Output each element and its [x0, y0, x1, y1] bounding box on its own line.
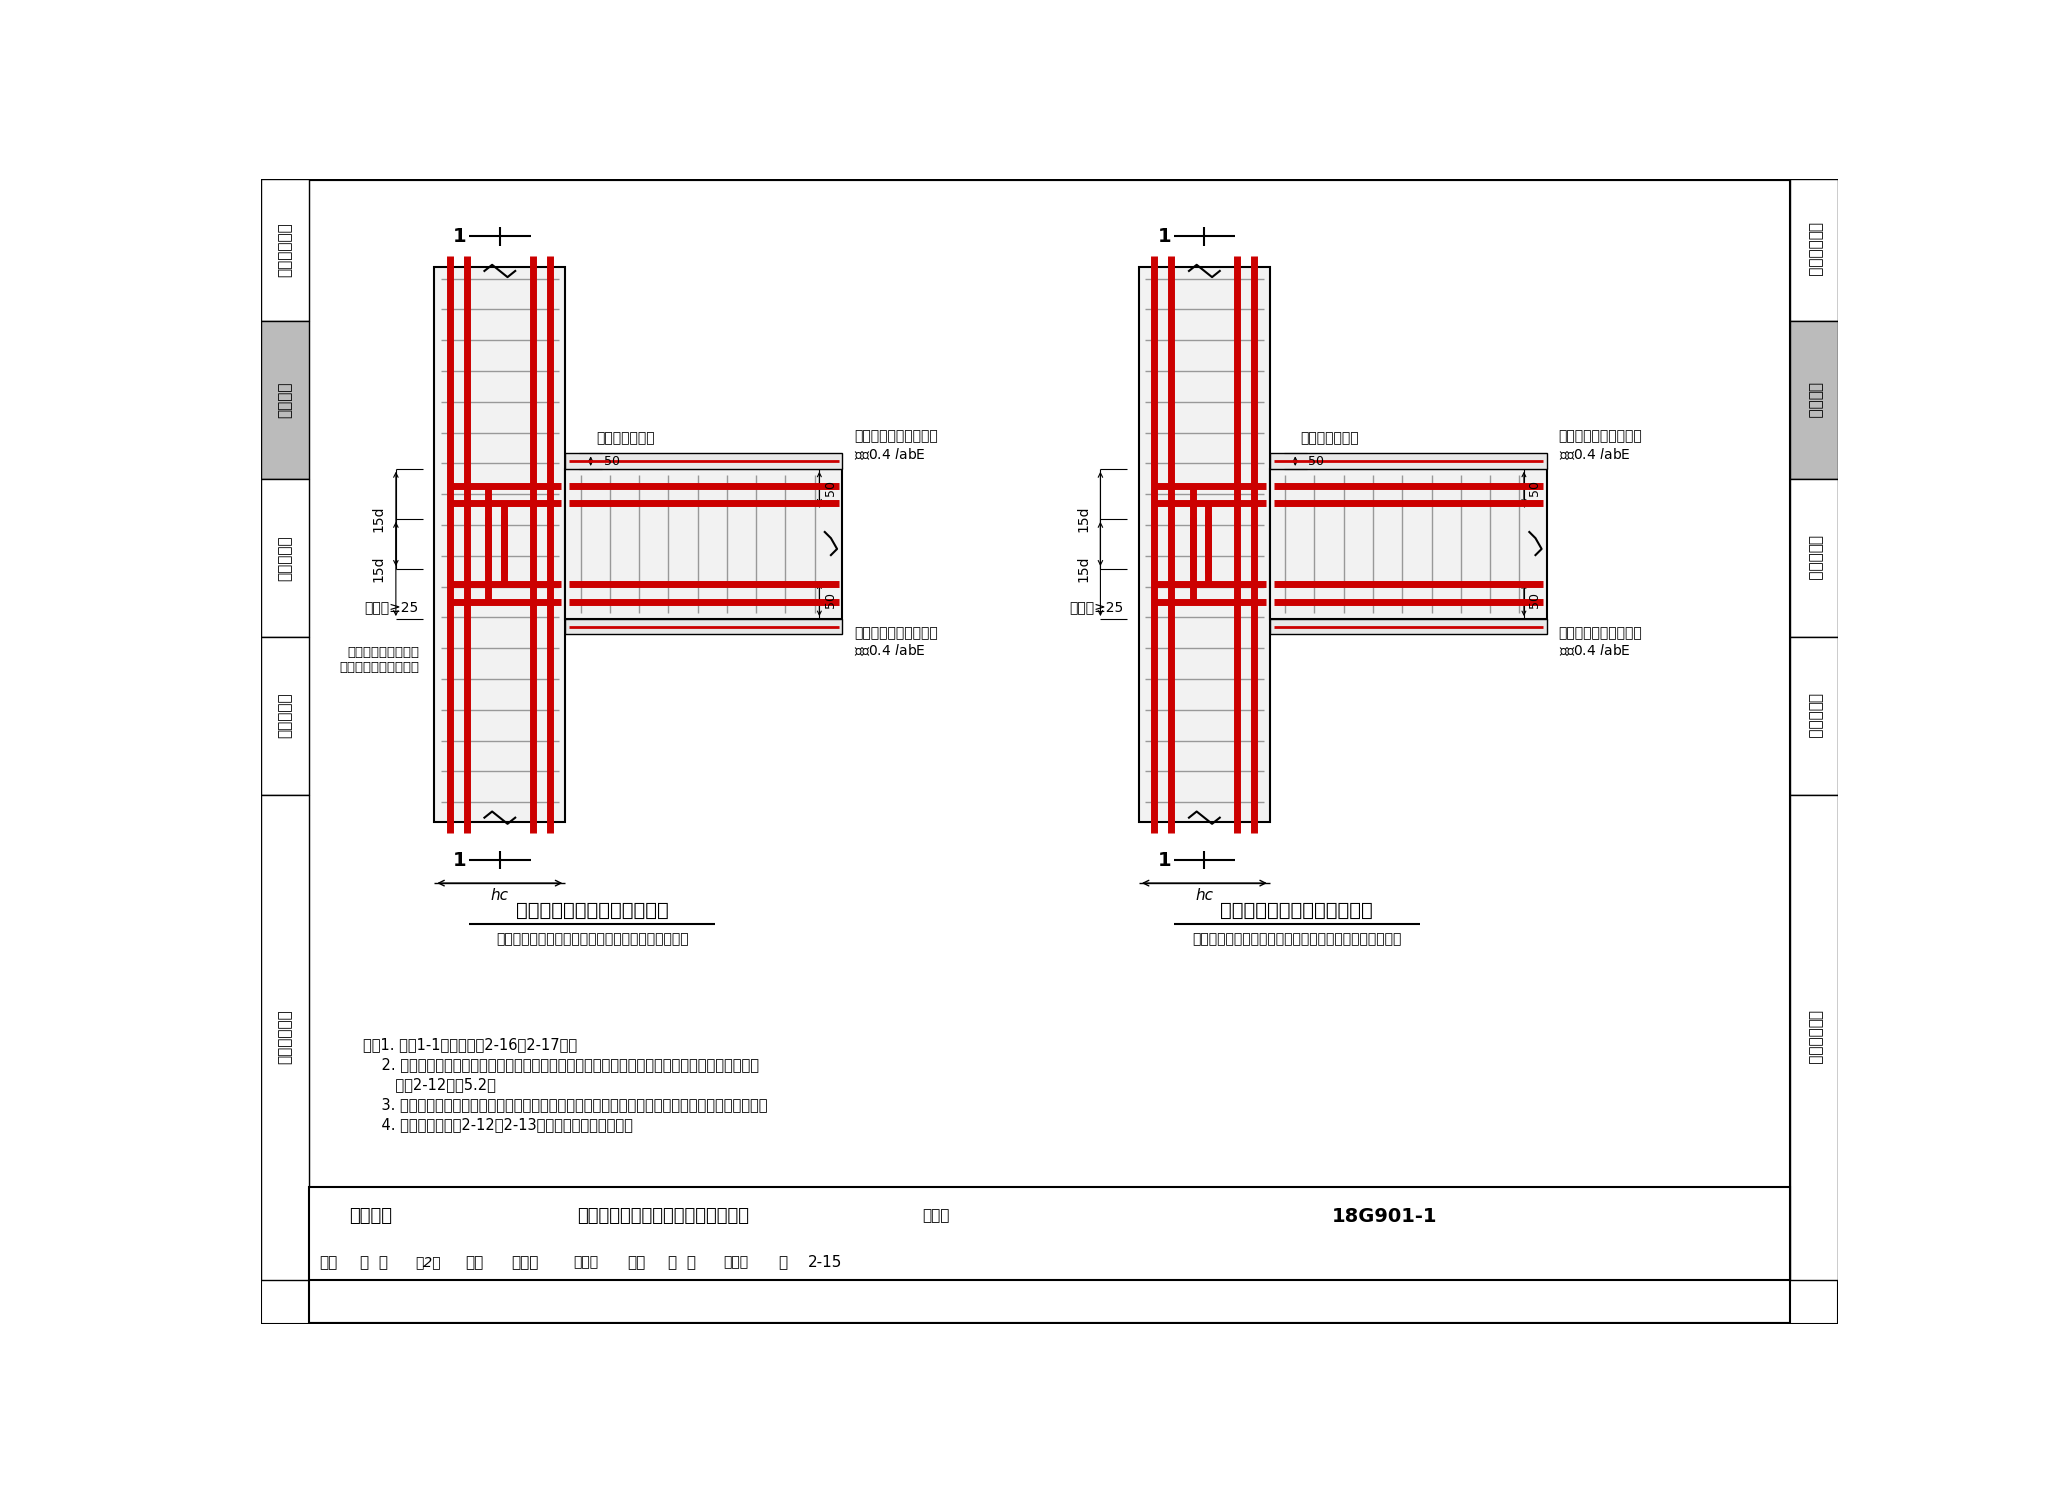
- Text: 集第2-12页注5.2。: 集第2-12页注5.2。: [362, 1077, 496, 1092]
- Text: 注：1. 剖面1-1见本图集第2-16、2-17页。: 注：1. 剖面1-1见本图集第2-16、2-17页。: [362, 1037, 578, 1052]
- Text: 姚  刚: 姚 刚: [668, 1254, 696, 1269]
- Text: 1: 1: [1157, 226, 1171, 246]
- Text: 页: 页: [778, 1254, 786, 1269]
- Text: 宫主淦: 宫主淦: [573, 1256, 598, 1269]
- Text: 50: 50: [1309, 455, 1325, 467]
- Text: 15d: 15d: [1077, 555, 1090, 582]
- Bar: [565, 619, 842, 634]
- Text: 普通板部分: 普通板部分: [1806, 693, 1823, 738]
- Text: 无梁楼盖部分: 无梁楼盖部分: [276, 1010, 293, 1064]
- Text: 上部保护层加厚: 上部保护层加厚: [1300, 432, 1360, 445]
- Text: 刘  簏: 刘 簏: [360, 1254, 389, 1269]
- Text: 一般构造要求: 一般构造要求: [276, 222, 293, 277]
- Text: 18G901-1: 18G901-1: [1331, 1207, 1438, 1226]
- Text: 净距宜≥25: 净距宜≥25: [365, 601, 420, 615]
- Bar: [1790, 179, 1839, 1324]
- Text: 框架部分: 框架部分: [1806, 382, 1823, 418]
- Text: hc: hc: [492, 888, 508, 903]
- Bar: [1790, 479, 1839, 637]
- Text: 伸至柱外侧纵筋内侧，
且＞0.4 $l$abE: 伸至柱外侧纵筋内侧， 且＞0.4 $l$abE: [854, 430, 938, 461]
- Bar: [1270, 469, 1546, 619]
- Text: 15d: 15d: [373, 506, 385, 533]
- Text: 无梁楼盖部分: 无梁楼盖部分: [1806, 1010, 1823, 1064]
- Text: 框架部分: 框架部分: [348, 1207, 391, 1225]
- Text: 普通板部分: 普通板部分: [276, 693, 293, 738]
- Bar: [1790, 637, 1839, 795]
- Text: 15d: 15d: [373, 555, 385, 582]
- Text: 1: 1: [453, 226, 467, 246]
- Text: 剪力墙部分: 剪力墙部分: [1806, 536, 1823, 580]
- Text: 50: 50: [1528, 592, 1542, 607]
- Text: 框架中间层端节点构造（三）: 框架中间层端节点构造（三）: [516, 900, 668, 920]
- Bar: [262, 179, 309, 1324]
- Bar: [1270, 619, 1546, 634]
- Text: 一般构造要求: 一般构造要求: [1806, 222, 1823, 277]
- Text: 【梁纵筋在支座处弯锚（弯折段重叠，内外排不贴筋）】: 【梁纵筋在支座处弯锚（弯折段重叠，内外排不贴筋）】: [1192, 933, 1401, 946]
- Text: 图集号: 图集号: [924, 1208, 950, 1223]
- Text: 伸至柱外侧纵筋内侧，
且＞0.4 $l$abE: 伸至柱外侧纵筋内侧， 且＞0.4 $l$abE: [1559, 626, 1642, 658]
- Text: 审核: 审核: [319, 1254, 338, 1269]
- Text: 1: 1: [453, 851, 467, 869]
- Text: 设计: 设计: [627, 1254, 645, 1269]
- Bar: [565, 454, 842, 469]
- Text: 伸至柱外侧纵筋内侧，
且＞0.4 $l$abE: 伸至柱外侧纵筋内侧， 且＞0.4 $l$abE: [854, 626, 938, 658]
- Text: 15d: 15d: [1077, 506, 1090, 533]
- Bar: [262, 637, 309, 795]
- Text: 刘2议: 刘2议: [416, 1256, 440, 1269]
- Text: 无法满足时上、下排
可贴靠，如构造（四）: 无法满足时上、下排 可贴靠，如构造（四）: [340, 646, 420, 674]
- Bar: [262, 321, 309, 479]
- Text: 一出川: 一出川: [723, 1256, 750, 1269]
- Bar: [1790, 179, 1839, 321]
- Bar: [1139, 268, 1270, 821]
- Text: 1: 1: [1157, 851, 1171, 869]
- Text: 50: 50: [604, 455, 621, 467]
- Text: 高志强: 高志强: [510, 1254, 539, 1269]
- Text: 【梁纵筋在支座处弯锚（弯折段重叠，均不贴筋）】: 【梁纵筋在支座处弯锚（弯折段重叠，均不贴筋）】: [496, 933, 688, 946]
- Text: hc: hc: [1196, 888, 1212, 903]
- Bar: [1270, 454, 1546, 469]
- Text: 3. 当梁上部（或下部）纵向钢筋多于一排时，其他排纵筋在节点内的构造要求与第一排纵筋相同。: 3. 当梁上部（或下部）纵向钢筋多于一排时，其他排纵筋在节点内的构造要求与第一排…: [362, 1097, 768, 1112]
- Text: 50: 50: [1528, 481, 1542, 496]
- Bar: [309, 1187, 1790, 1280]
- Text: 50: 50: [823, 592, 838, 607]
- Text: 框架中间层端节点构造（四）: 框架中间层端节点构造（四）: [1221, 900, 1372, 920]
- Text: 50: 50: [823, 481, 838, 496]
- Text: 4. 本页与本图集第2-12、2-13页总说明结合阅读使用。: 4. 本页与本图集第2-12、2-13页总说明结合阅读使用。: [362, 1117, 633, 1132]
- Text: 净距宜≥25: 净距宜≥25: [1069, 601, 1124, 615]
- Bar: [1790, 795, 1839, 1280]
- Bar: [262, 479, 309, 637]
- Text: 2. 当框架梁纵向钢筋采用弯折锚固时，除图中做法外，也可伸至紧靠柱箍筋内侧位置，详见本图: 2. 当框架梁纵向钢筋采用弯折锚固时，除图中做法外，也可伸至紧靠柱箍筋内侧位置，…: [362, 1056, 758, 1073]
- Bar: [565, 469, 842, 619]
- Bar: [434, 268, 565, 821]
- Bar: [1790, 321, 1839, 479]
- Text: 框架中间层端节点钢筋排布构造详图: 框架中间层端节点钢筋排布构造详图: [578, 1207, 750, 1225]
- Text: 伸至柱外侧纵筋内侧，
且＞0.4 $l$abE: 伸至柱外侧纵筋内侧， 且＞0.4 $l$abE: [1559, 430, 1642, 461]
- Text: 校对: 校对: [465, 1254, 483, 1269]
- Bar: [262, 795, 309, 1280]
- Text: 框架部分: 框架部分: [276, 382, 293, 418]
- Text: 剪力墙部分: 剪力墙部分: [276, 536, 293, 580]
- Text: 2-15: 2-15: [807, 1254, 842, 1269]
- Text: 上部保护层加厚: 上部保护层加厚: [596, 432, 655, 445]
- Bar: [262, 179, 309, 321]
